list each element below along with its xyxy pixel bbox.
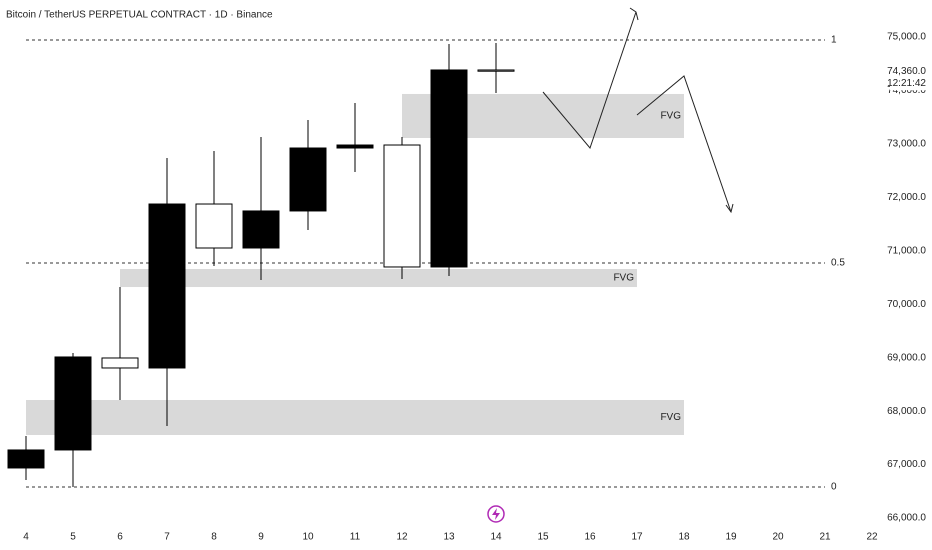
fvg-label: FVG: [613, 273, 634, 284]
projection-down: [636, 75, 732, 213]
y-tick-label: 75,000.0: [887, 32, 926, 43]
candle-body: [148, 203, 186, 369]
x-tick-label: 21: [819, 532, 831, 543]
fib-label: 0.5: [831, 258, 845, 269]
fvg-label: FVG: [660, 111, 681, 122]
x-tick-label: 19: [725, 532, 737, 543]
x-tick-label: 22: [866, 532, 878, 543]
fvg-zone: [26, 399, 684, 436]
candles: [7, 42, 515, 488]
candle-body: [336, 144, 374, 149]
x-tick-label: 18: [678, 532, 690, 543]
price-tag-bg: [890, 62, 932, 91]
fib-label: 0: [831, 482, 837, 493]
x-tick-label: 7: [164, 532, 170, 543]
x-tick-label: 10: [302, 532, 314, 543]
projection-drawing: [542, 7, 734, 214]
x-tick-label: 11: [350, 532, 361, 543]
countdown: 12:21:42: [887, 78, 926, 89]
y-tick-label: 70,000.0: [887, 299, 926, 310]
x-tick-label: 8: [211, 532, 217, 543]
last-price: 74,360.0: [887, 66, 926, 77]
x-tick-label: 5: [70, 532, 76, 543]
y-tick-label: 66,000.0: [887, 513, 926, 524]
x-tick-label: 6: [117, 532, 123, 543]
x-tick-label: 15: [537, 532, 549, 543]
x-tick-label: 12: [396, 532, 408, 543]
x-tick-label: 16: [584, 532, 596, 543]
y-tick-label: 67,000.0: [887, 459, 926, 470]
y-tick-label: 74,000.0: [887, 85, 926, 96]
y-tick-label: 68,000.0: [887, 406, 926, 417]
y-tick-label: 73,000.0: [887, 139, 926, 150]
x-tick-label: 9: [258, 532, 264, 543]
candle-body: [54, 356, 92, 451]
y-tick-label: 69,000.0: [887, 352, 926, 363]
candle-body: [430, 69, 468, 268]
x-tick-label: 13: [443, 532, 455, 543]
arrow-head: [725, 203, 734, 214]
fib-label: 1: [831, 35, 837, 46]
arrow-head: [629, 7, 639, 21]
x-tick-label: 14: [490, 532, 502, 543]
candle-body: [101, 357, 139, 369]
x-tick-label: 4: [23, 532, 29, 543]
y-tick-label: 72,000.0: [887, 192, 926, 203]
projection-up: [542, 11, 637, 150]
candle-body: [7, 449, 45, 469]
candle-body: [383, 144, 421, 268]
alert-icon: [487, 505, 505, 523]
y-tick-label: 71,000.0: [887, 245, 926, 256]
fvg-label: FVG: [660, 412, 681, 423]
candle-body: [195, 203, 233, 249]
fvg-zone: [120, 269, 637, 288]
x-tick-label: 20: [772, 532, 784, 543]
chart-title: Bitcoin / TetherUS PERPETUAL CONTRACT · …: [6, 10, 273, 21]
x-tick-label: 17: [631, 532, 643, 543]
candle-body: [477, 69, 515, 72]
candle-body: [242, 210, 280, 249]
candle-body: [289, 147, 327, 212]
